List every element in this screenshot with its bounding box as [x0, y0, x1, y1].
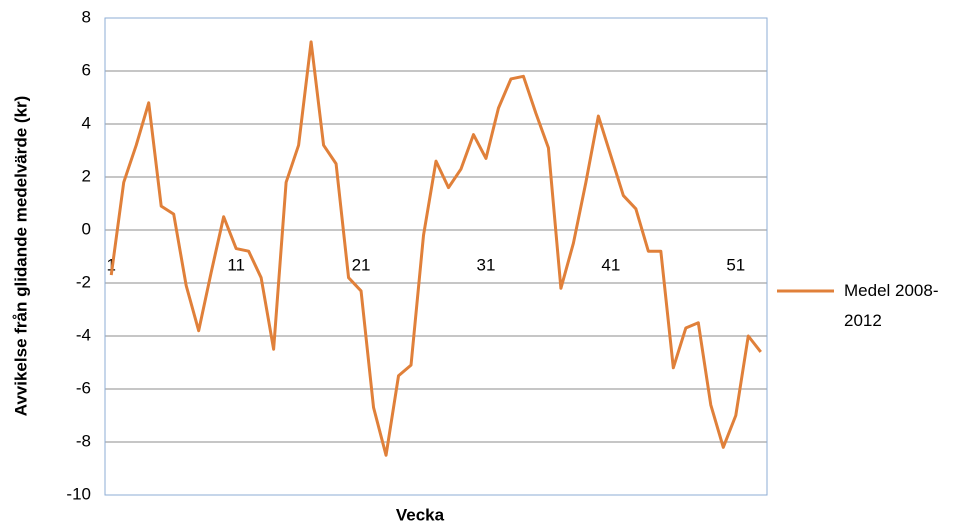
legend-label: Medel 2008-2012: [844, 281, 939, 330]
y-tick-label: -2: [76, 272, 91, 291]
y-tick-label: 2: [82, 166, 91, 185]
plot-border: [104, 17, 768, 496]
x-tick-label: 51: [726, 255, 745, 274]
x-tick-label: 21: [352, 255, 371, 274]
y-tick-label: -8: [76, 431, 91, 450]
series-line: [109, 40, 762, 457]
y-tick-label: -4: [76, 325, 91, 344]
y-tick-label: -6: [76, 378, 91, 397]
x-axis-title: Vecka: [396, 505, 445, 524]
x-tick-label: 31: [477, 255, 496, 274]
y-tick-label: 6: [82, 60, 91, 79]
y-axis-title: Avvikelse från glidande medelvärde (kr): [11, 96, 30, 417]
y-tick-label: 8: [82, 7, 91, 26]
y-tick-label: 4: [82, 113, 91, 132]
x-tick-label: 11: [227, 255, 245, 274]
y-tick-label: -10: [66, 484, 91, 503]
x-tick-label: 41: [601, 255, 620, 274]
y-tick-label: 0: [82, 219, 91, 238]
